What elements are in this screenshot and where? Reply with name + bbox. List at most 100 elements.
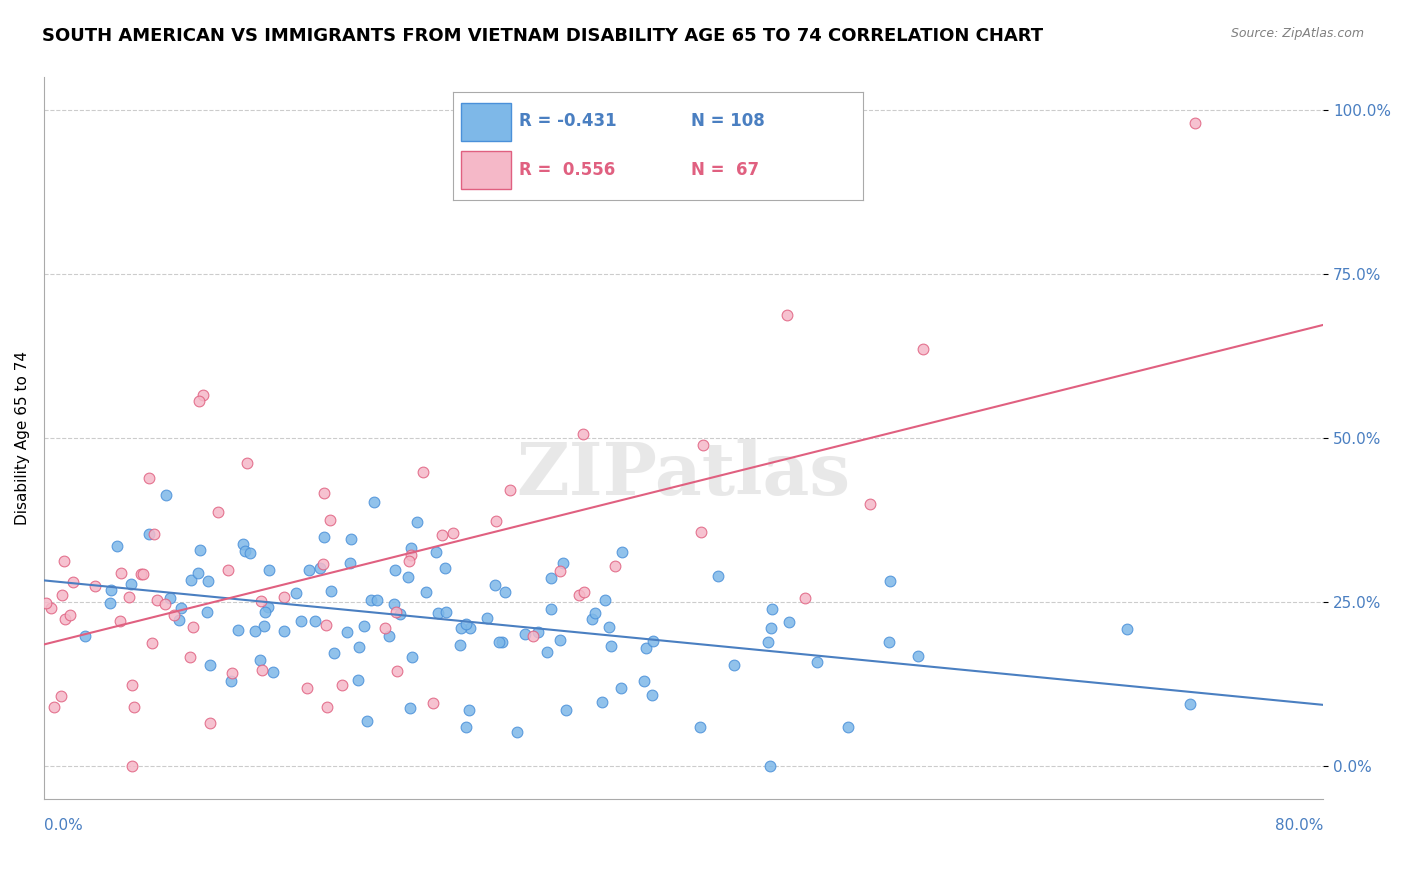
Point: [138, 471, 160, 485]
Point: [907, 648, 929, 663]
Point: [536, 645, 558, 659]
Point: [775, 308, 797, 322]
Point: [759, 759, 782, 773]
Text: SOUTH AMERICAN VS IMMIGRANTS FROM VIETNAM DISABILITY AGE 65 TO 74 CORRELATION CH: SOUTH AMERICAN VS IMMIGRANTS FROM VIETNA…: [42, 27, 1043, 45]
Point: [39, 600, 62, 615]
Point: [159, 591, 181, 606]
Point: [84, 579, 107, 593]
Point: [304, 615, 326, 629]
Point: [494, 585, 516, 599]
Point: [434, 561, 457, 575]
Point: [593, 593, 616, 607]
Point: [457, 702, 479, 716]
Point: [706, 569, 728, 583]
Point: [425, 545, 447, 559]
Point: [290, 614, 312, 628]
Point: [336, 625, 359, 640]
Point: [499, 483, 522, 498]
Point: [581, 612, 603, 626]
Point: [257, 599, 280, 614]
Point: [163, 608, 186, 623]
Point: [132, 567, 155, 582]
Point: [450, 621, 472, 635]
Point: [568, 588, 591, 602]
Point: [398, 554, 420, 568]
Point: [484, 578, 506, 592]
Point: [353, 619, 375, 633]
Point: [412, 465, 434, 479]
Point: [598, 620, 620, 634]
Point: [52, 554, 75, 568]
Point: [138, 526, 160, 541]
Text: 80.0%: 80.0%: [1275, 818, 1323, 833]
Point: [488, 635, 510, 649]
Point: [761, 602, 783, 616]
Point: [794, 591, 817, 606]
Text: 0.0%: 0.0%: [44, 818, 83, 833]
Y-axis label: Disability Age 65 to 74: Disability Age 65 to 74: [15, 351, 30, 525]
Point: [610, 681, 633, 695]
Point: [319, 583, 342, 598]
Point: [308, 561, 330, 575]
Point: [330, 678, 353, 692]
Point: [603, 558, 626, 573]
Point: [548, 565, 571, 579]
Point: [319, 513, 342, 527]
Point: [59, 607, 82, 622]
Point: [110, 614, 132, 628]
Point: [180, 573, 202, 587]
Point: [506, 724, 529, 739]
Point: [551, 556, 574, 570]
Point: [346, 673, 368, 688]
Point: [121, 678, 143, 692]
Point: [295, 681, 318, 696]
Point: [513, 627, 536, 641]
Point: [188, 394, 211, 409]
Point: [859, 497, 882, 511]
Point: [311, 557, 333, 571]
Point: [141, 636, 163, 650]
Point: [1184, 116, 1206, 130]
Point: [98, 596, 121, 610]
Point: [591, 695, 613, 709]
Point: [129, 566, 152, 581]
Point: [877, 635, 900, 649]
Point: [339, 556, 361, 570]
Point: [360, 592, 382, 607]
Point: [356, 714, 378, 729]
Text: ZIPatlas: ZIPatlas: [516, 439, 851, 509]
Point: [401, 650, 423, 665]
Point: [382, 597, 405, 611]
Point: [53, 612, 76, 626]
Point: [197, 574, 219, 588]
Point: [347, 640, 370, 655]
Point: [399, 541, 422, 555]
Point: [226, 623, 249, 637]
Point: [121, 759, 143, 773]
Point: [273, 624, 295, 639]
Point: [396, 570, 419, 584]
Point: [169, 613, 191, 627]
Point: [422, 696, 444, 710]
Point: [49, 689, 72, 703]
Point: [217, 563, 239, 577]
Point: [756, 634, 779, 648]
Point: [252, 663, 274, 677]
Point: [187, 566, 209, 580]
Point: [257, 563, 280, 577]
Point: [378, 629, 401, 643]
Point: [384, 563, 406, 577]
Point: [252, 618, 274, 632]
Point: [51, 588, 73, 602]
Point: [233, 543, 256, 558]
Point: [179, 650, 201, 665]
Point: [723, 657, 745, 672]
Point: [221, 674, 243, 689]
Point: [388, 607, 411, 621]
Point: [456, 616, 478, 631]
Point: [554, 703, 576, 717]
Point: [432, 528, 454, 542]
Point: [485, 514, 508, 528]
Point: [366, 592, 388, 607]
Point: [110, 566, 132, 581]
